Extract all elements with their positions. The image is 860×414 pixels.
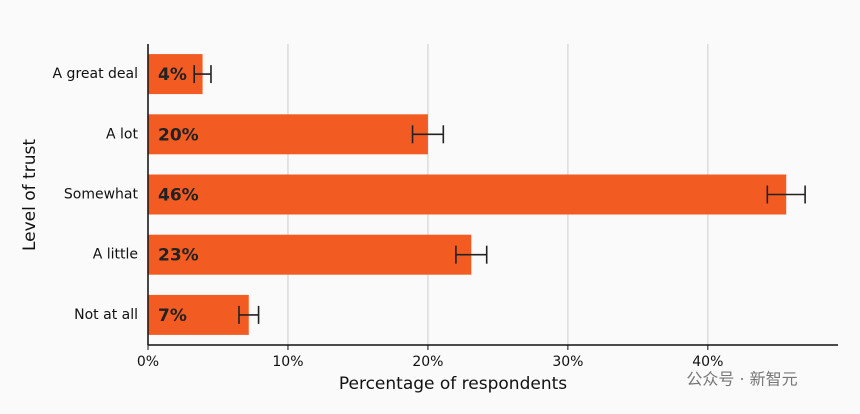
bar: [148, 114, 428, 155]
bar: [148, 234, 472, 275]
x-tick-label: 30%: [552, 354, 583, 370]
bar: [148, 174, 787, 215]
error-bar: [766, 185, 806, 204]
y-tick-label: Somewhat: [64, 187, 139, 203]
bar: [148, 294, 249, 335]
y-axis-title: Level of trust: [20, 139, 40, 251]
error-bar: [455, 245, 488, 264]
y-tick-label: A great deal: [53, 66, 138, 82]
x-axis-title: Percentage of respondents: [339, 374, 567, 394]
y-tick-label: A little: [93, 247, 138, 263]
value-label: 7%: [158, 306, 187, 326]
x-tick-label: 10%: [272, 354, 303, 370]
value-label: 46%: [158, 186, 199, 206]
x-tick-label: 40%: [692, 354, 723, 370]
x-tick-label: 20%: [412, 354, 443, 370]
y-tick-label: A lot: [106, 126, 138, 142]
value-label: 23%: [158, 246, 199, 266]
error-bar: [238, 305, 260, 324]
watermark: 公众号 · 新智元: [686, 370, 797, 389]
error-bar: [193, 65, 212, 84]
x-tick-label: 0%: [137, 354, 159, 370]
value-label: 20%: [158, 125, 199, 145]
value-label: 4%: [158, 65, 187, 85]
y-tick-label: Not at all: [74, 307, 138, 323]
error-bar: [411, 125, 445, 144]
